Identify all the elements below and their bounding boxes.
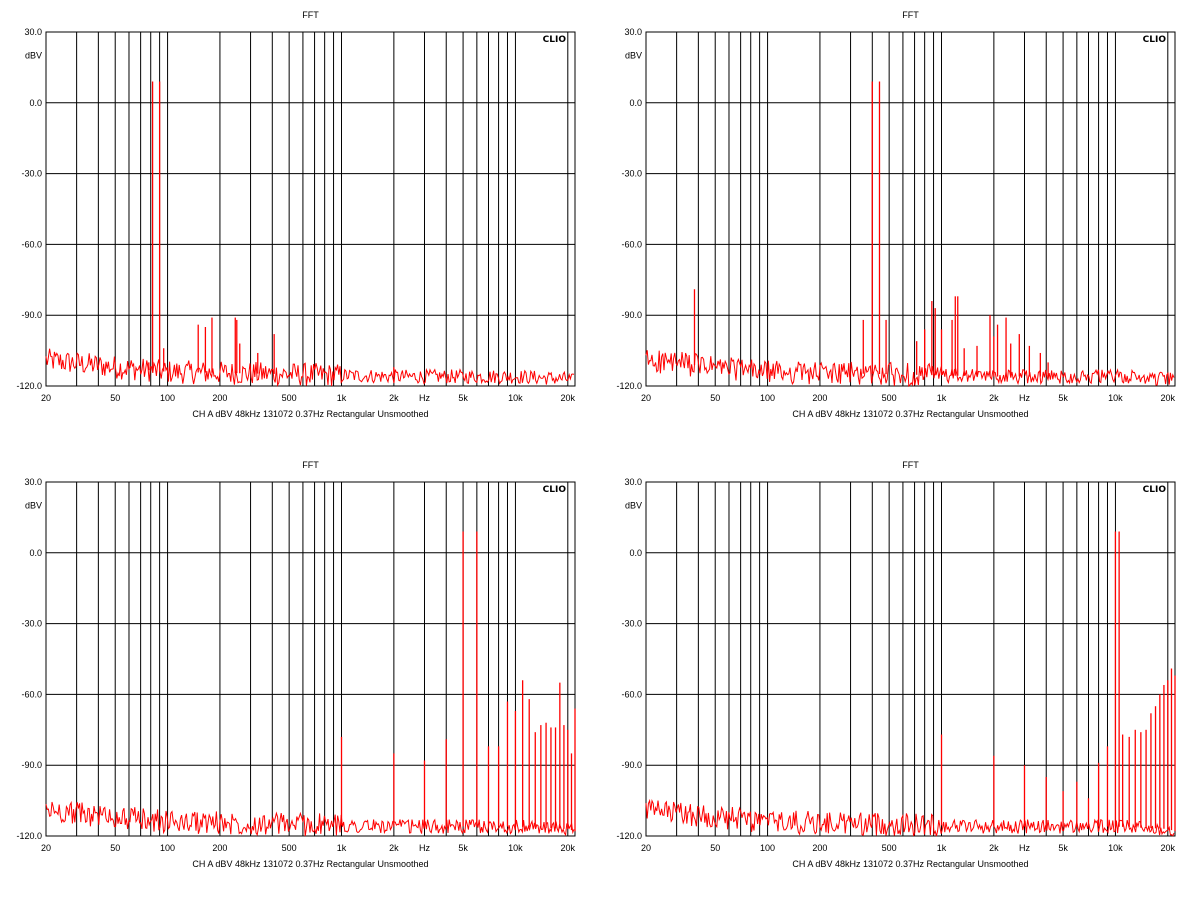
x-tick-label: 10k	[1108, 843, 1123, 853]
x-tick-label: 50	[710, 393, 720, 403]
fft-chart-3: FFT 30.0 0.0 -30.0 -60.0 -90.0 -120.0 dBV 20 50 10…	[16, 460, 576, 869]
chart-title: FFT	[902, 10, 919, 20]
x-tick-label: 5k	[1058, 393, 1068, 403]
y-tick-label: -60.0	[21, 689, 42, 699]
noise-floor-trace	[45, 348, 575, 387]
chart-footer: CH A dBV 48kHz 131072 0.37Hz Rectangular…	[792, 409, 1028, 419]
x-tick-label: 200	[212, 393, 227, 403]
x-tick-label: 1k	[337, 843, 347, 853]
x-tick-label: 20	[41, 393, 51, 403]
x-tick-label: 500	[282, 843, 297, 853]
x-tick-label: 20k	[1161, 843, 1176, 853]
x-tick-label: 20k	[561, 843, 576, 853]
x-tick-label: 100	[760, 393, 775, 403]
y-unit-label: dBV	[25, 501, 42, 511]
x-tick-label: 20	[641, 843, 651, 853]
y-tick-label: 30.0	[624, 27, 642, 37]
fft-chart-1: FFT 30.0 0.0 -30.0 -60.0 -90.0 -120.0 dBV 20 50 10…	[16, 10, 575, 419]
fft-chart-4: FFT 30.0 0.0 -30.0 -60.0 -90.0 -120.0 dBV 20 50 10…	[616, 460, 1176, 869]
x-tick-label: 5k	[1058, 843, 1068, 853]
chart-footer: CH A dBV 48kHz 131072 0.37Hz Rectangular…	[192, 409, 428, 419]
x-tick-label: 50	[110, 843, 120, 853]
clio-logo: CLIO	[543, 35, 567, 45]
clio-logo: CLIO	[543, 485, 567, 495]
noise-floor-trace	[645, 798, 1175, 837]
plot-area	[645, 481, 1176, 837]
y-tick-label: -90.0	[21, 760, 42, 770]
x-tick-label: 200	[812, 843, 827, 853]
x-tick-label: 1k	[937, 843, 947, 853]
x-tick-label: 2k	[389, 843, 399, 853]
y-tick-label: -120.0	[616, 381, 642, 391]
x-tick-label: 1k	[937, 393, 947, 403]
x-tick-label: 50	[110, 393, 120, 403]
y-tick-label: 30.0	[24, 477, 42, 487]
x-tick-label: 1k	[337, 393, 347, 403]
x-tick-label: 2k	[989, 393, 999, 403]
x-tick-label: 10k	[1108, 393, 1123, 403]
y-tick-label: 30.0	[624, 477, 642, 487]
y-tick-label: 0.0	[29, 98, 42, 108]
chart-title: FFT	[902, 460, 919, 470]
x-tick-label: 500	[882, 393, 897, 403]
x-tick-label: 2k	[989, 843, 999, 853]
x-tick-label: Hz	[419, 843, 430, 853]
y-unit-label: dBV	[625, 501, 642, 511]
clio-logo: CLIO	[1143, 35, 1167, 45]
plot-area	[45, 31, 576, 387]
y-tick-label: -60.0	[621, 689, 642, 699]
y-tick-label: -120.0	[16, 381, 42, 391]
x-tick-label: Hz	[1019, 393, 1030, 403]
clio-logo: CLIO	[1143, 485, 1167, 495]
x-tick-label: 100	[160, 393, 175, 403]
plot-area	[645, 31, 1176, 387]
y-tick-label: -120.0	[16, 831, 42, 841]
y-tick-label: 0.0	[629, 548, 642, 558]
y-tick-label: -60.0	[21, 239, 42, 249]
fft-chart-2: FFT 30.0 0.0 -30.0 -60.0 -90.0 -120.0 dBV 20 50 10…	[616, 10, 1175, 419]
x-tick-label: 50	[710, 843, 720, 853]
y-tick-label: 30.0	[24, 27, 42, 37]
x-tick-label: 20	[41, 843, 51, 853]
chart-footer: CH A dBV 48kHz 131072 0.37Hz Rectangular…	[792, 859, 1028, 869]
x-tick-label: 20k	[561, 393, 576, 403]
y-tick-label: 0.0	[629, 98, 642, 108]
x-tick-label: 10k	[508, 843, 523, 853]
y-tick-label: -30.0	[621, 619, 642, 629]
x-tick-label: 5k	[458, 843, 468, 853]
chart-title: FFT	[302, 460, 319, 470]
noise-floor-trace	[645, 350, 1175, 388]
y-tick-label: -120.0	[616, 831, 642, 841]
y-unit-label: dBV	[625, 51, 642, 61]
y-tick-label: -30.0	[621, 169, 642, 179]
x-tick-label: 5k	[458, 393, 468, 403]
x-tick-label: Hz	[419, 393, 430, 403]
chart-footer: CH A dBV 48kHz 131072 0.37Hz Rectangular…	[192, 859, 428, 869]
x-tick-label: 100	[160, 843, 175, 853]
y-unit-label: dBV	[25, 51, 42, 61]
y-tick-label: -90.0	[621, 310, 642, 320]
plot-area	[45, 481, 576, 837]
x-tick-label: 200	[812, 393, 827, 403]
x-tick-label: 100	[760, 843, 775, 853]
x-tick-label: 20k	[1161, 393, 1176, 403]
y-tick-label: -90.0	[21, 310, 42, 320]
y-tick-label: -90.0	[621, 760, 642, 770]
chart-title: FFT	[302, 10, 319, 20]
y-tick-label: -60.0	[621, 239, 642, 249]
x-tick-label: 200	[212, 843, 227, 853]
x-tick-label: 20	[641, 393, 651, 403]
y-tick-label: -30.0	[21, 169, 42, 179]
noise-floor-trace	[45, 800, 575, 837]
x-tick-label: 10k	[508, 393, 523, 403]
x-tick-label: 2k	[389, 393, 399, 403]
y-tick-label: 0.0	[29, 548, 42, 558]
x-tick-label: 500	[882, 843, 897, 853]
x-tick-label: 500	[282, 393, 297, 403]
y-tick-label: -30.0	[21, 619, 42, 629]
x-tick-label: Hz	[1019, 843, 1030, 853]
